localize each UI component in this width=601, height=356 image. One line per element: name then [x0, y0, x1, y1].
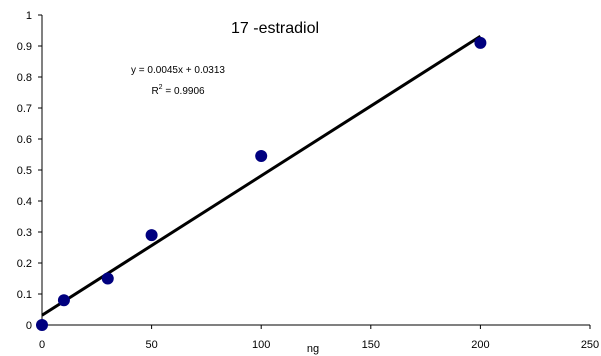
data-point [36, 319, 48, 331]
y-tick-label: 0.6 [17, 134, 32, 146]
y-tick-label: 1 [26, 10, 32, 22]
trendline-group [41, 35, 482, 317]
x-axis: 0 50 100 150 200 250 [39, 324, 599, 351]
data-point [101, 272, 114, 285]
y-tick-label: 0.1 [17, 289, 32, 301]
y-tick-label: 0.3 [17, 227, 32, 239]
y-tick-label: 0.5 [17, 165, 32, 177]
trendline [41, 35, 482, 317]
r-squared-superscript: 2 [159, 84, 163, 91]
data-point [145, 229, 158, 242]
y-tick-label: 0.9 [17, 41, 32, 53]
y-tick-label: 0 [26, 320, 32, 332]
data-point [474, 36, 487, 49]
x-axis-label: ng [307, 343, 319, 355]
y-tick-label: 0.8 [17, 72, 32, 84]
y-tick-label: 0.7 [17, 103, 32, 115]
chart-title: 17 -estradiol [231, 20, 319, 37]
x-tick-label: 200 [471, 339, 489, 351]
r-squared-label: R2 = 0.9906 [151, 84, 205, 97]
trendline-equation: y = 0.0045x + 0.0313 [131, 65, 225, 76]
y-tick-label: 0.2 [17, 258, 32, 270]
x-tick-label: 50 [145, 339, 157, 351]
data-point [255, 150, 268, 163]
data-point [57, 294, 70, 307]
x-tick-label: 0 [39, 339, 45, 351]
x-tick-label: 250 [581, 339, 599, 351]
x-tick-label: 150 [362, 339, 380, 351]
data-points [36, 36, 487, 331]
y-tick-label: 0.4 [17, 196, 32, 208]
r-squared-value: = 0.9906 [163, 86, 205, 97]
x-tick-label: 100 [252, 339, 270, 351]
r-squared-prefix: R [151, 86, 158, 97]
y-axis: 0 0.1 0.2 0.3 0.4 0.5 0.6 0.7 0.8 0.9 1 [17, 10, 43, 332]
